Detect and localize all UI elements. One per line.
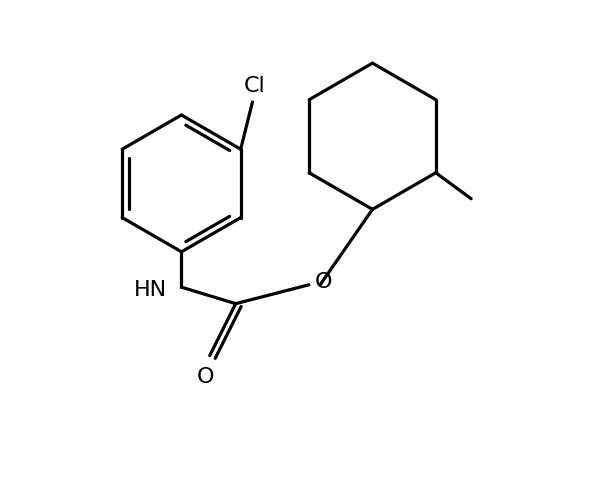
Text: O: O (197, 367, 214, 387)
Text: HN: HN (134, 279, 168, 300)
Text: O: O (314, 273, 332, 292)
Text: Cl: Cl (244, 76, 266, 96)
